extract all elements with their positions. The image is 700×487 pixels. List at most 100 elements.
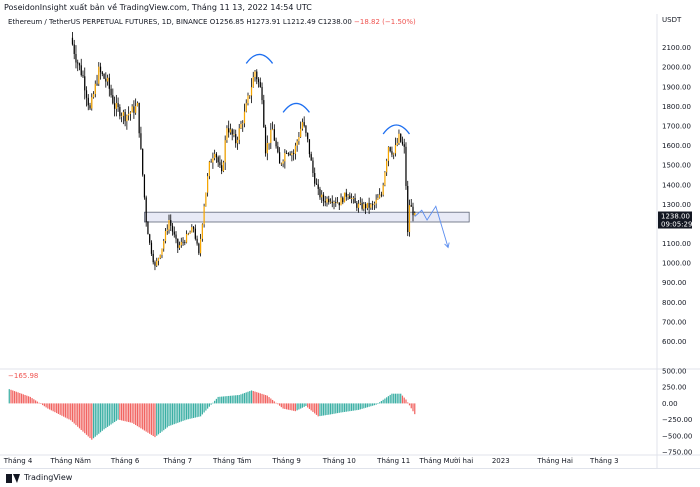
candle-body bbox=[147, 221, 149, 235]
candle-body bbox=[282, 161, 284, 164]
candle-body bbox=[178, 245, 181, 248]
oscillator-bar bbox=[293, 403, 295, 411]
candle-body bbox=[264, 127, 267, 154]
candle-body bbox=[363, 204, 365, 209]
candle-body bbox=[321, 194, 323, 198]
oscillator-bar bbox=[228, 395, 230, 404]
oscillator-bar bbox=[80, 403, 82, 430]
oscillator-bar bbox=[71, 403, 74, 422]
price-axis-unit: USDT bbox=[662, 16, 682, 24]
oscillator-bar bbox=[410, 403, 412, 409]
time-axis[interactable]: Tháng 4 Tháng Năm Tháng 6 Tháng 7 Tháng Tám T… bbox=[3, 457, 619, 465]
oscillator-bar bbox=[8, 389, 10, 404]
oscillator-bar bbox=[196, 403, 198, 418]
oscillator-bar bbox=[375, 403, 377, 405]
candle-body bbox=[138, 102, 140, 134]
price-tick-label: 2000.00 bbox=[662, 64, 691, 72]
candle-body bbox=[284, 153, 286, 162]
candle-body bbox=[122, 112, 124, 116]
oscillator-bar bbox=[56, 403, 58, 414]
oscillator-bar bbox=[363, 403, 365, 409]
oscillator-bar bbox=[386, 397, 388, 404]
oscillator-bar bbox=[66, 403, 68, 419]
candle-body bbox=[319, 188, 321, 198]
oscillator-bar bbox=[286, 403, 288, 410]
oscillator-bar bbox=[138, 403, 140, 428]
support-zone-layer bbox=[144, 211, 470, 223]
price-tick-label: 700.00 bbox=[662, 318, 687, 326]
oscillator-bar bbox=[356, 403, 358, 411]
oscillator-bar bbox=[282, 403, 284, 409]
candle-body bbox=[85, 90, 88, 98]
candle-body bbox=[191, 227, 193, 233]
oscillator-bar bbox=[401, 395, 404, 404]
candle-body bbox=[256, 71, 258, 80]
candle-body bbox=[389, 147, 391, 152]
oscillator-bar bbox=[171, 403, 174, 425]
candle-body bbox=[222, 162, 225, 172]
candle-body bbox=[350, 197, 353, 199]
candle-body bbox=[407, 185, 409, 233]
price-tick-label: 1300.00 bbox=[662, 201, 691, 209]
candle-body bbox=[317, 184, 319, 189]
candle-body bbox=[149, 234, 151, 243]
oscillator-bar bbox=[301, 403, 304, 408]
candle-body bbox=[305, 125, 307, 133]
oscillator-bar bbox=[321, 403, 323, 416]
candle-body bbox=[135, 106, 137, 113]
oscillator-bar bbox=[42, 403, 44, 406]
tradingview-brand[interactable]: TradingView bbox=[6, 472, 72, 484]
candle-body bbox=[301, 122, 304, 129]
oscillator-bar bbox=[108, 403, 110, 426]
oscillator-bar bbox=[20, 393, 23, 404]
oscillator-bar bbox=[264, 395, 267, 404]
oscillator-bar bbox=[15, 391, 17, 404]
oscillator-bar bbox=[408, 403, 411, 406]
oscillator-bar bbox=[347, 403, 349, 412]
candle-body bbox=[228, 128, 230, 133]
tradingview-logo-icon bbox=[6, 473, 20, 483]
oscillator-legend: −165.98 bbox=[8, 372, 38, 380]
shoulder-arc bbox=[382, 124, 411, 135]
candle-body bbox=[382, 185, 384, 195]
oscillator-bar bbox=[47, 403, 49, 409]
oscillator-bar bbox=[24, 394, 26, 404]
oscillator-bar bbox=[257, 392, 260, 404]
candle-body bbox=[286, 153, 288, 154]
candle-body bbox=[345, 192, 347, 197]
candle-body bbox=[150, 242, 153, 254]
oscillator-bar bbox=[105, 403, 107, 429]
candle-body bbox=[303, 122, 305, 126]
oscillator-bar bbox=[70, 403, 72, 421]
oscillator-bar bbox=[73, 403, 75, 424]
oscillator-bar bbox=[198, 403, 200, 417]
oscillator-bar bbox=[49, 403, 51, 410]
oscillator-bar bbox=[135, 403, 137, 426]
oscillator-bar bbox=[245, 392, 247, 404]
oscillator-bar bbox=[168, 403, 170, 427]
oscillator-bar bbox=[27, 396, 30, 404]
oscillator-bar bbox=[170, 403, 172, 426]
candle-body bbox=[271, 129, 274, 131]
candle-body bbox=[168, 220, 170, 230]
oscillator-bar bbox=[131, 403, 133, 423]
candle-body bbox=[275, 140, 277, 147]
candle-body bbox=[254, 71, 256, 77]
chart-canvas[interactable]: USDT 600.00 700.00 800.00 900.00 1000.00 1100.… bbox=[0, 0, 700, 468]
oscillator-axis[interactable]: 500.00 250.00 0.00 −250.00 −500.00 −750.00 bbox=[662, 368, 692, 457]
candle-body bbox=[300, 128, 302, 137]
candle-body bbox=[91, 97, 93, 109]
candle-body bbox=[98, 66, 100, 84]
oscillator-bar bbox=[84, 403, 86, 434]
candle-body bbox=[131, 106, 133, 113]
candle-body bbox=[314, 173, 316, 184]
price-axis[interactable]: USDT 600.00 700.00 800.00 900.00 1000.00 1100.… bbox=[0, 14, 700, 468]
candle-body bbox=[414, 212, 416, 216]
oscillator-bar bbox=[12, 390, 14, 404]
oscillator-bar bbox=[329, 403, 332, 415]
price-tick-label: 1500.00 bbox=[662, 162, 691, 170]
price-tick-label: 1800.00 bbox=[662, 103, 691, 111]
oscillator-bar bbox=[317, 403, 319, 417]
oscillator-bar bbox=[187, 403, 189, 420]
candles-layer bbox=[71, 31, 416, 271]
